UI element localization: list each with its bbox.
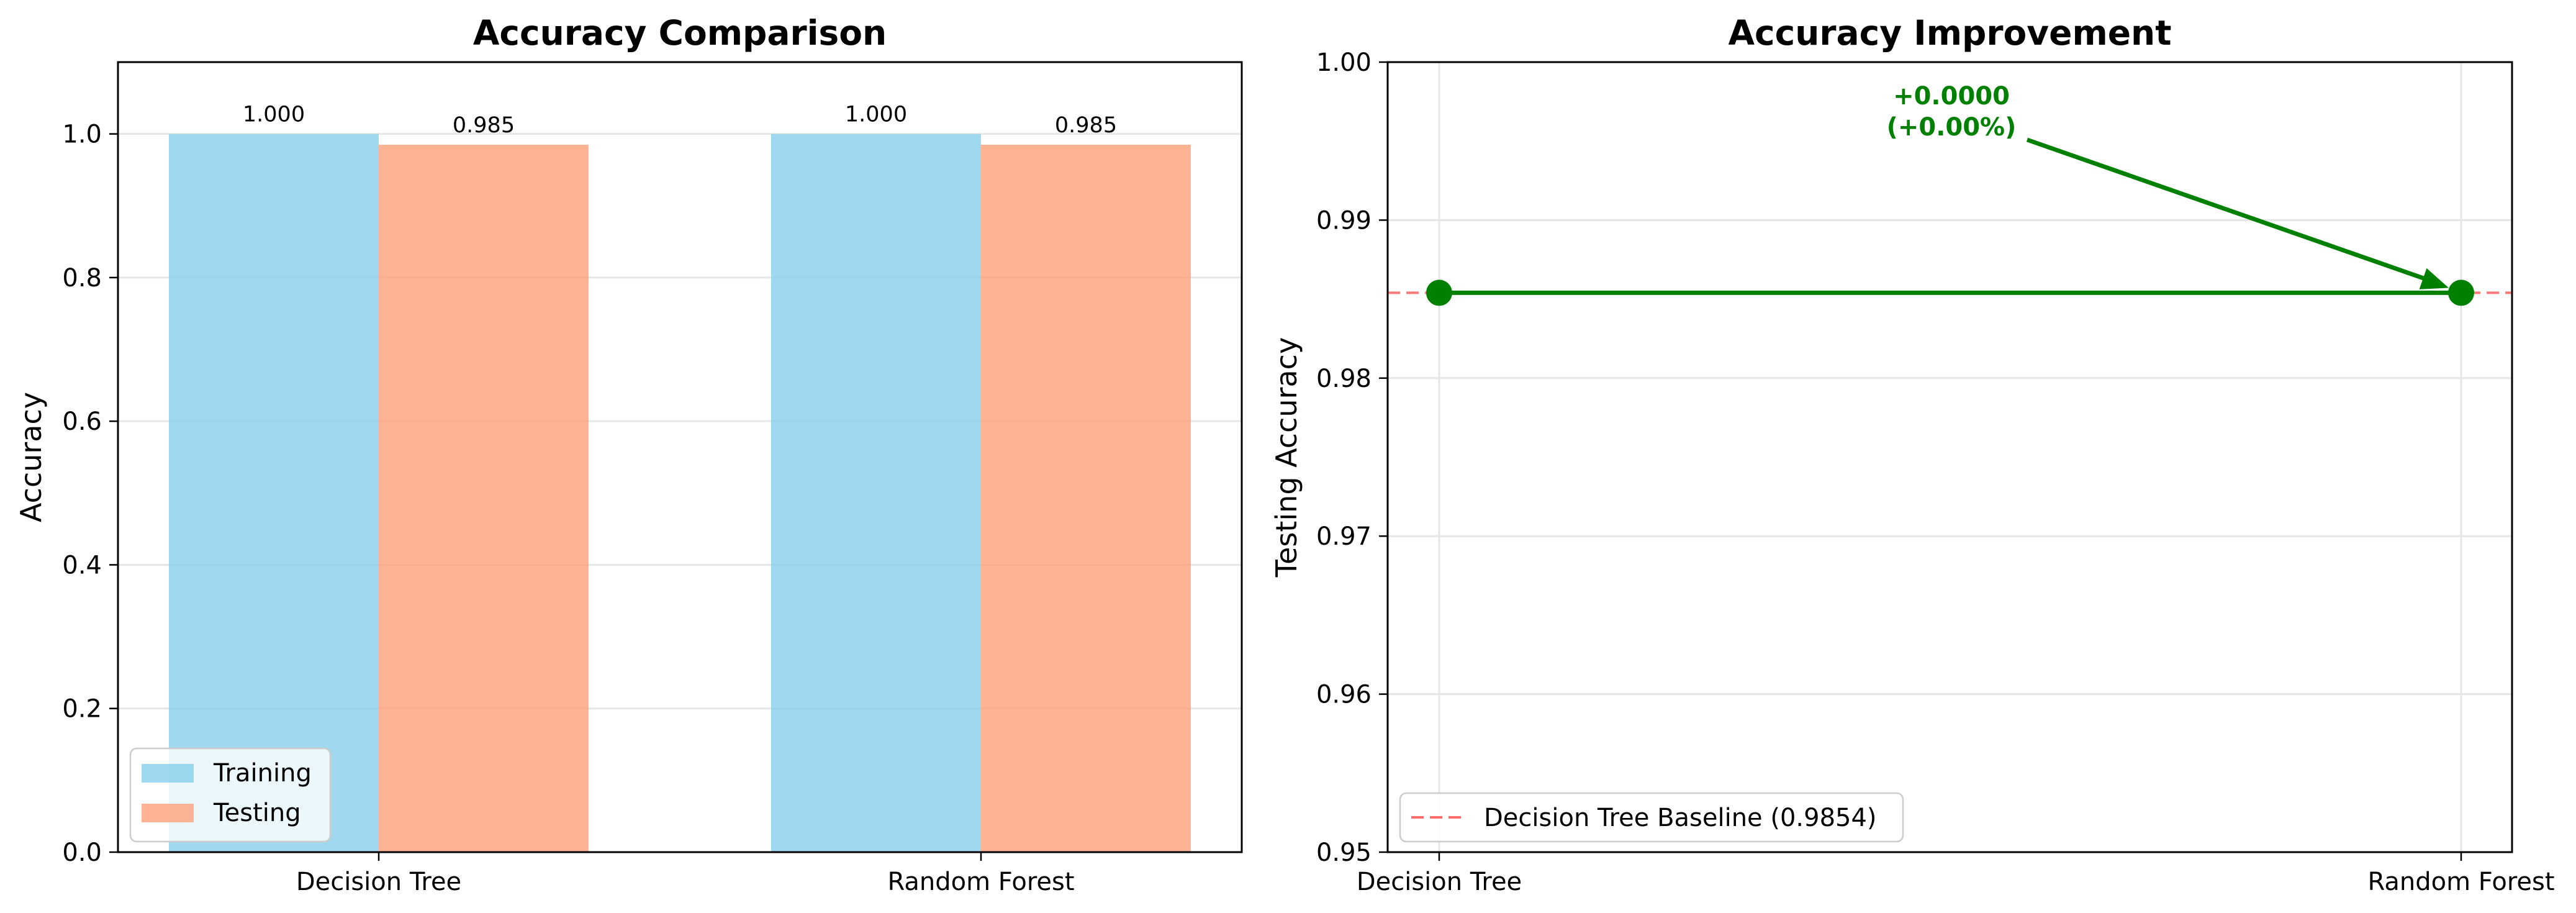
series-point-1 (2448, 279, 2474, 306)
bar-training-1 (771, 134, 981, 853)
chart-title: Accuracy Improvement (1728, 13, 2171, 53)
accuracy-improvement-chart: +0.0000(+0.00%) 0.95 0.96 0.97 0.98 0.99 1.00 D… (1270, 13, 2555, 896)
bar-value-label: 0.985 (453, 113, 515, 138)
legend-box (1399, 792, 1904, 843)
bar-value-label: 0.985 (1055, 113, 1117, 138)
x-tick-label: Decision Tree (296, 868, 461, 896)
bar-testing-0 (379, 144, 589, 852)
y-tick-label: 0.95 (1316, 838, 1372, 867)
plot-frame (117, 61, 1243, 853)
y-tick-label: 0.8 (62, 264, 102, 293)
y-tick-label: 0.97 (1316, 522, 1372, 551)
series-point-0 (1426, 279, 1452, 306)
y-tick-label: 1.0 (62, 120, 102, 149)
plot-frame (1386, 61, 2513, 853)
accuracy-comparison-chart: 1.000 0.985 Decision Tree 1.000 0.985 Random … (14, 13, 1243, 896)
x-tick-label: Decision Tree (1357, 868, 1522, 896)
annotation-arrow-line (2026, 137, 2433, 283)
legend: Decision Tree Baseline (0.9854) (1399, 792, 1904, 843)
legend-label: Training (213, 759, 312, 788)
legend-label: Decision Tree Baseline (0.9854) (1484, 804, 1877, 832)
y-tick-label: 1.00 (1316, 48, 1372, 77)
y-tick-label: 0.6 (62, 407, 102, 436)
bar-testing-1 (981, 144, 1191, 852)
x-tick-label: Random Forest (2367, 868, 2554, 896)
annotation-label: (+0.00%) (1887, 113, 2017, 142)
y-tick-label: 0.0 (62, 838, 102, 867)
y-tick-label: 0.96 (1316, 681, 1372, 709)
bar-value-label: 1.000 (243, 102, 305, 127)
y-axis-label: Accuracy (14, 392, 48, 522)
y-tick-label: 0.98 (1316, 365, 1372, 393)
annotation-arrow-head (2419, 268, 2449, 289)
legend-swatch-testing (142, 804, 194, 822)
bar-value-label: 1.000 (845, 102, 907, 127)
annotation-label: +0.0000 (1893, 82, 2010, 111)
y-tick-label: 0.4 (62, 551, 102, 579)
x-tick-label: Random Forest (887, 868, 1074, 896)
y-axis-label: Testing Accuracy (1270, 337, 1303, 578)
y-tick-label: 0.2 (62, 695, 102, 724)
legend-swatch-training (142, 764, 194, 783)
bar-training-0 (169, 134, 379, 853)
legend: Training Testing (129, 747, 332, 843)
y-tick-label: 0.99 (1316, 206, 1372, 235)
chart-title: Accuracy Comparison (473, 13, 887, 53)
legend-label: Testing (213, 799, 301, 827)
